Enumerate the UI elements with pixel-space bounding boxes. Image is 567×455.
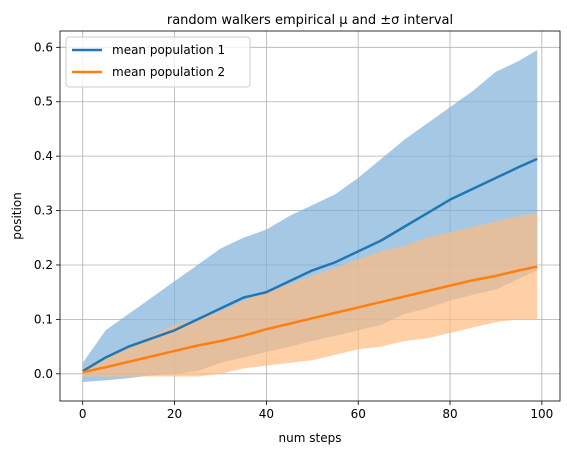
y-tick-label: 0.6: [34, 40, 53, 54]
x-tick-label: 20: [167, 407, 182, 421]
y-tick-label: 0.2: [34, 258, 53, 272]
y-tick-label: 0.0: [34, 367, 53, 381]
x-tick-label: 0: [79, 407, 87, 421]
std-bands: [82, 50, 538, 382]
mean-line-population-2: [82, 265, 538, 374]
x-tick-label: 60: [351, 407, 366, 421]
plot-frame: [59, 30, 561, 402]
chart-title: random walkers empirical μ and ±σ interv…: [167, 13, 453, 28]
x-tick-label: 40: [259, 407, 274, 421]
x-axis-label: num steps: [279, 431, 342, 445]
legend-label-population-2: mean population 2: [112, 65, 225, 79]
legend-label-population-1: mean population 1: [112, 43, 225, 57]
axis-ticks: 0 20 40 60 80 100 0.0 0.1 0.2 0.3 0.4 0.5 0.6: [34, 40, 553, 421]
y-tick-label: 0.1: [34, 312, 53, 326]
std-band-population-2: [82, 213, 538, 377]
mean-line-population-1: [82, 157, 538, 373]
y-axis-label: position: [10, 192, 24, 240]
legend: mean population 1 mean population 2: [65, 36, 251, 88]
y-tick-label: 0.5: [34, 95, 53, 109]
x-tick-label: 100: [530, 407, 553, 421]
x-tick-label: 80: [442, 407, 457, 421]
mean-lines: [82, 157, 538, 374]
y-tick-label: 0.4: [34, 149, 53, 163]
y-tick-label: 0.3: [34, 204, 53, 218]
legend-frame: [65, 36, 251, 88]
